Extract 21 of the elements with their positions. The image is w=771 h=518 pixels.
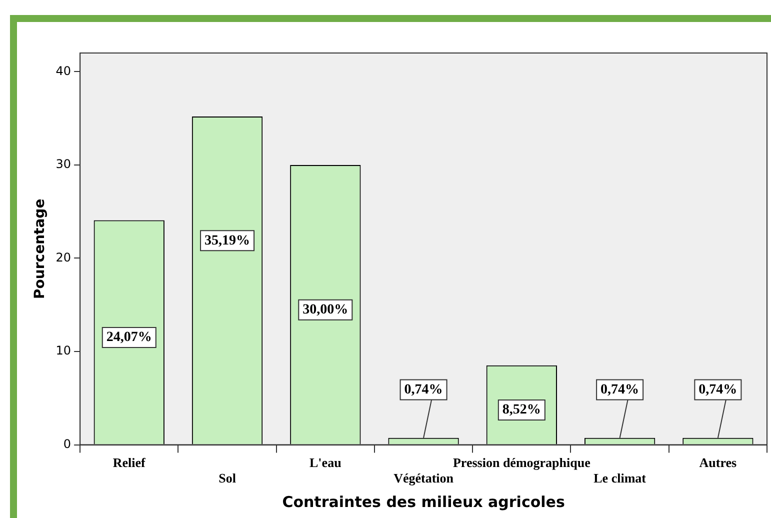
- data-label: 30,00%: [302, 302, 348, 318]
- y-tick-label: 10: [56, 344, 72, 358]
- data-label: 8,52%: [502, 402, 541, 418]
- data-label: 0,74%: [404, 382, 443, 398]
- x-tick-label: L'eau: [310, 454, 342, 470]
- x-tick-label: Le climat: [594, 470, 647, 486]
- data-label: 24,07%: [106, 330, 152, 346]
- y-tick-label: 40: [56, 64, 72, 78]
- data-label: 35,19%: [204, 233, 250, 248]
- x-tick-label: Autres: [699, 454, 737, 470]
- x-tick-label: Végétation: [394, 470, 454, 486]
- data-label: 0,74%: [698, 382, 738, 398]
- data-label: 0,74%: [600, 382, 640, 398]
- x-tick-label: Sol: [218, 470, 236, 486]
- x-tick-label: Pression démographique: [452, 454, 591, 470]
- x-axis-title: Contraintes des milieux agricoles: [282, 492, 565, 511]
- x-tick-label: Relief: [112, 454, 146, 470]
- y-axis-title: Pourcentage: [32, 198, 48, 299]
- y-tick-label: 30: [56, 157, 72, 172]
- y-tick-label: 20: [56, 250, 72, 264]
- y-tick-label: 0: [63, 436, 72, 451]
